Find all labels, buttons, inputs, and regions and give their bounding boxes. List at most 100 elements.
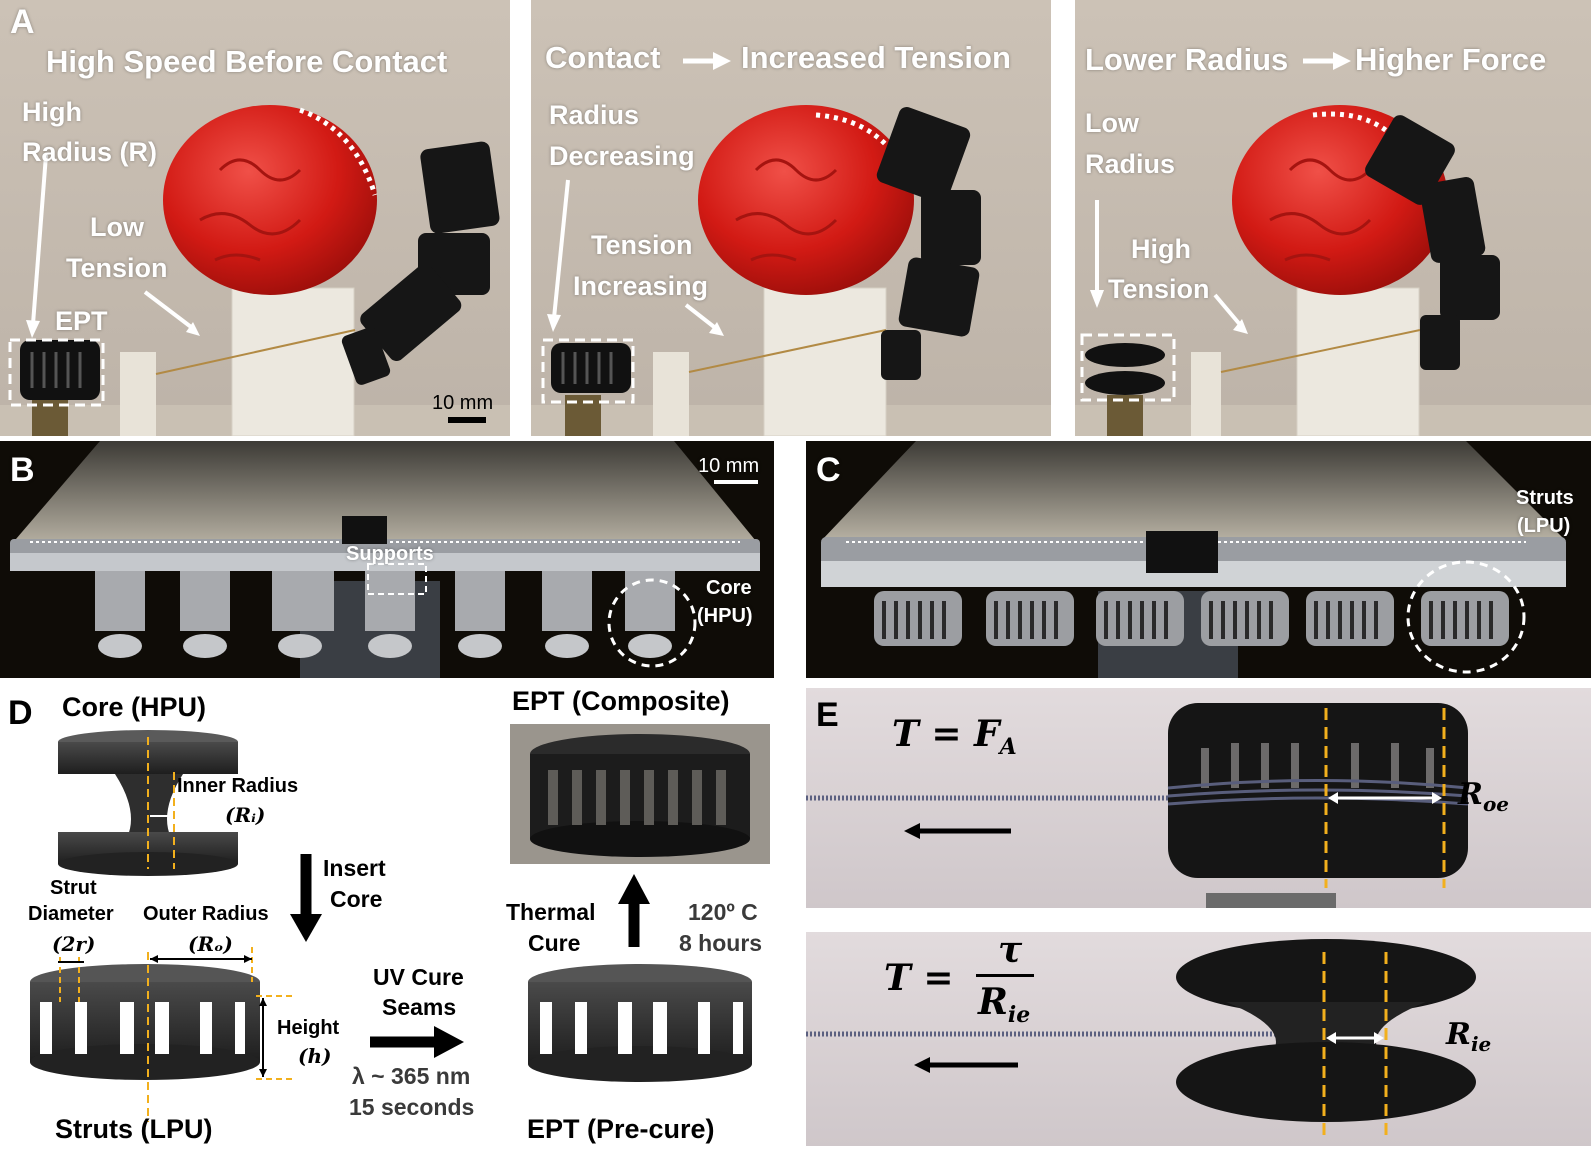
- equation-1-main: T = F: [892, 713, 1000, 755]
- tension-label-line-1: High: [1131, 234, 1191, 264]
- ept-highlight-box: [541, 338, 635, 404]
- radius-inner-subscript: ie: [1470, 1032, 1492, 1056]
- outer-radius-symbol: (Rₒ): [188, 932, 233, 956]
- struts-render: [30, 947, 296, 1122]
- precure-render: [528, 964, 752, 1082]
- tension-label-line-1: Low: [90, 212, 144, 242]
- ept-highlight-box: [1080, 333, 1176, 402]
- frame-1-title: High Speed Before Contact: [46, 44, 448, 79]
- panel-a-frame-2: Contact Increased Tension Radius Decreas…: [531, 0, 1051, 436]
- strut-diameter-line-1: Strut: [50, 877, 97, 899]
- core-label-line-1: Core: [706, 577, 752, 599]
- brain-object: [698, 105, 914, 295]
- arrow-right-icon: [1303, 52, 1351, 70]
- radius-outer-symbol: R: [1458, 777, 1483, 812]
- strut-diameter-line-2: Diameter: [28, 903, 114, 925]
- frame-3-title-left: Lower Radius: [1085, 42, 1289, 77]
- equation-1-subscript: A: [999, 734, 1017, 761]
- struts-highlight-circle: [1406, 560, 1526, 674]
- uv-cure-line-2: Seams: [382, 994, 457, 1020]
- frame-2-title-right: Increased Tension: [741, 40, 1011, 75]
- insert-core-line-2: Core: [330, 886, 383, 912]
- panel-letter-b: B: [10, 451, 35, 489]
- radius-inner-symbol: R: [1446, 1017, 1471, 1052]
- panel-letter-c: C: [816, 451, 841, 489]
- radius-inner-label: Rie: [1446, 1017, 1492, 1056]
- composite-photo: [510, 724, 770, 864]
- panel-letter-d: D: [8, 694, 33, 732]
- tension-label-line-2: Tension: [66, 253, 168, 283]
- scale-bar: [714, 480, 758, 484]
- height-label: Height: [277, 1017, 340, 1039]
- panel-d-diagram: [30, 724, 770, 1122]
- frame-2-photo: [531, 0, 1051, 436]
- core-label-line-2: (HPU): [697, 605, 753, 627]
- panel-letter-a: A: [10, 3, 35, 41]
- struts-label-line-1: Struts: [1516, 487, 1574, 509]
- fraction-bar: [976, 974, 1034, 977]
- panel-e-top: E T = FA Roe: [806, 688, 1591, 908]
- radius-label-line-1: Low: [1085, 108, 1139, 138]
- radius-label-line-1: High: [22, 97, 82, 127]
- panel-b: B 10 mm Supports Core (HPU): [0, 441, 774, 678]
- supports-highlight-box: [367, 563, 427, 595]
- core-title: Core (HPU): [62, 692, 207, 722]
- supports-label: Supports: [346, 543, 434, 565]
- panel-e-bottom: T = τ Rie Rie: [806, 932, 1591, 1146]
- struts-row: [874, 591, 1509, 646]
- equation-2-lhs: T =: [884, 957, 954, 999]
- panel-b-photo: [0, 441, 774, 678]
- thermal-cure-line-2: Cure: [528, 930, 581, 956]
- uv-params-line-1: λ ~ 365 nm: [352, 1063, 471, 1089]
- radius-label-line-2: Radius (R): [22, 137, 157, 167]
- uv-cure-line-1: UV Cure: [373, 964, 464, 990]
- equation-2-numerator: τ: [998, 932, 1023, 971]
- radius-label-line-1: Radius: [549, 100, 640, 130]
- precure-title: EPT (Pre-cure): [527, 1114, 715, 1144]
- gripper-finger: [876, 107, 981, 380]
- radius-label-line-2: Decreasing: [549, 141, 695, 171]
- panel-c-photo: [806, 441, 1591, 678]
- radius-label-line-2: Radius: [1085, 149, 1176, 179]
- panel-e-bottom-photo: [806, 932, 1591, 1146]
- panel-c: C Struts (LPU): [806, 441, 1591, 678]
- panel-e-top-photo: [806, 688, 1591, 908]
- insert-core-line-1: Insert: [323, 855, 386, 881]
- panel-letter-e: E: [816, 696, 839, 734]
- gripper-finger: [341, 141, 500, 385]
- tension-label-line-2: Increasing: [573, 271, 709, 301]
- tension-label-line-2: Tension: [1108, 274, 1210, 304]
- thermal-params-line-2: 8 hours: [679, 930, 763, 956]
- core-supports-row: [95, 571, 675, 658]
- panel-a-frame-1: A High Speed Before Contact High Radius …: [0, 0, 510, 436]
- frame-3-photo: [1075, 0, 1591, 436]
- thermal-cure-line-1: Thermal: [506, 899, 596, 925]
- inner-radius-symbol: (Rᵢ): [225, 803, 266, 827]
- tension-label-line-1: Tension: [591, 230, 693, 260]
- arrow-right-icon: [683, 52, 731, 70]
- equation-1: T = FA: [892, 716, 1017, 758]
- scale-bar-label: 10 mm: [432, 392, 494, 414]
- frame-2-title-left: Contact: [545, 40, 661, 75]
- ept-label: EPT: [55, 306, 108, 336]
- struts-label-line-2: (LPU): [1517, 515, 1571, 537]
- strut-diameter-symbol: (2r): [52, 932, 96, 956]
- scale-bar-label: 10 mm: [698, 455, 760, 477]
- equation-2-denominator-subscript: ie: [1007, 1002, 1031, 1029]
- gripper-finger: [1365, 115, 1500, 370]
- brain-object: [163, 105, 377, 295]
- struts-title: Struts (LPU): [55, 1114, 213, 1144]
- thermal-params-line-1: 120º C: [688, 899, 758, 925]
- inner-radius-label: Inner Radius: [177, 775, 299, 797]
- uv-params-line-2: 15 seconds: [349, 1094, 475, 1120]
- equation-2-denominator-symbol: R: [978, 981, 1008, 1023]
- outer-radius-label: Outer Radius: [143, 903, 269, 925]
- panel-d: D Core (HPU) Inner Radius (Rᵢ) Insert Co…: [0, 682, 800, 1162]
- core-render: [58, 730, 238, 876]
- core-highlight-circle: [607, 578, 697, 668]
- scale-bar: [448, 417, 486, 423]
- height-symbol: (h): [298, 1044, 332, 1068]
- equation-2-denominator: Rie: [978, 984, 1030, 1026]
- frame-3-title-right: Higher Force: [1355, 42, 1547, 77]
- radius-outer-label: Roe: [1458, 777, 1509, 815]
